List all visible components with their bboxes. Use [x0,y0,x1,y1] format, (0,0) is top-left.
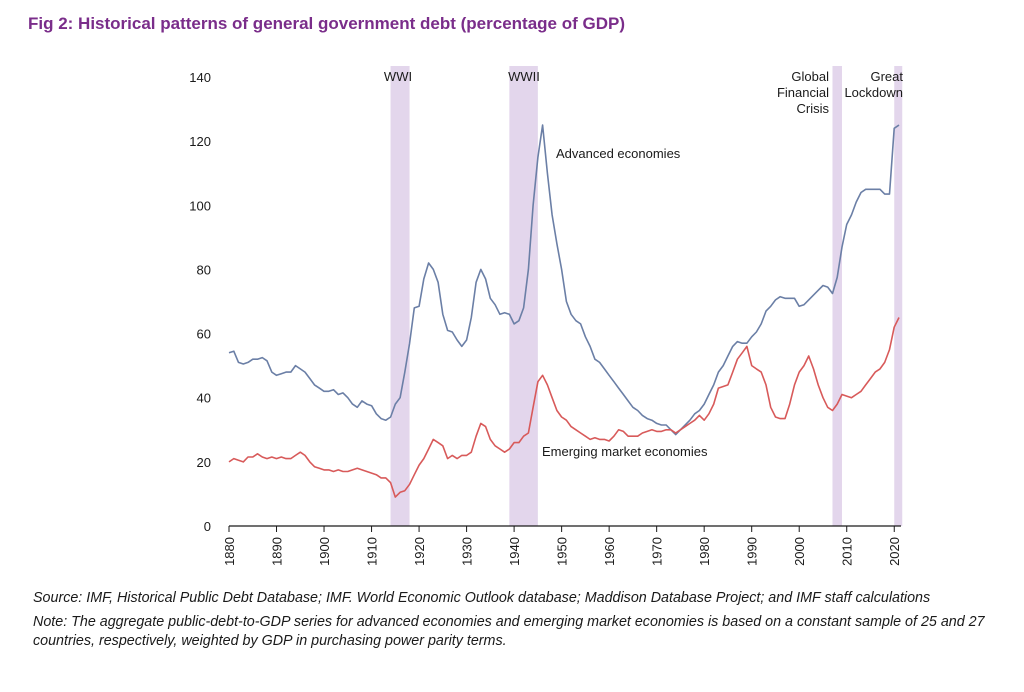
x-tick-label: 1910 [365,537,380,566]
x-tick-label: 1880 [222,537,237,566]
series-lines [228,124,900,498]
figure-notes: Source: IMF, Historical Public Debt Data… [33,589,1008,656]
x-tick-label: 1980 [697,537,712,566]
x-tick-label: 2000 [792,537,807,566]
x-tick-label: 1960 [602,537,617,566]
shaded-period-label: Global [791,69,829,84]
y-tick-label: 0 [204,519,211,534]
x-tick-label: 1900 [317,537,332,566]
y-tick-label: 20 [197,455,211,470]
chart-axes: 0 20 40 60 80 100 120 140 1880 1890 1900 1910 1920 19… [189,70,902,566]
methodology-note: Note: The aggregate public-debt-to-GDP s… [33,614,985,649]
series-line-1 [228,317,900,498]
shaded-period-label: WWI [384,69,412,84]
source-note: Source: IMF, Historical Public Debt Data… [33,590,931,606]
debt-line-chart: 0 20 40 60 80 100 120 140 1880 1890 1900 1910 1920 19… [189,66,903,566]
x-tick-label: 1930 [460,537,475,566]
shaded-period-label: Crisis [797,101,830,116]
shaded-period-label: Financial [777,85,829,100]
y-tick-label: 40 [197,391,211,406]
shaded-period-0 [390,66,410,526]
shaded-period-1 [509,66,538,526]
y-tick-label: 100 [189,198,211,213]
x-tick-label: 1890 [270,537,285,566]
x-tick-label: 1920 [412,537,427,566]
figure-title: Fig 2: Historical patterns of general go… [28,14,625,33]
shaded-period-3 [894,66,903,526]
shaded-period-2 [832,66,842,526]
shaded-periods [390,66,903,526]
x-tick-label: 1950 [555,537,570,566]
y-tick-label: 80 [197,262,211,277]
shaded-period-label: Lockdown [844,85,903,100]
shaded-period-label: Great [870,69,903,84]
series-label: Emerging market economies [542,444,708,459]
x-tick-label: 1940 [507,537,522,566]
series-line-0 [228,124,900,436]
y-tick-label: 60 [197,327,211,342]
x-tick-label: 1970 [650,537,665,566]
x-tick-label: 1990 [745,537,760,566]
y-tick-label: 140 [189,70,211,85]
shaded-period-label: WWII [508,69,540,84]
x-tick-label: 2020 [887,537,902,566]
y-tick-label: 120 [189,134,211,149]
series-label: Advanced economies [556,146,681,161]
x-tick-label: 2010 [840,537,855,566]
